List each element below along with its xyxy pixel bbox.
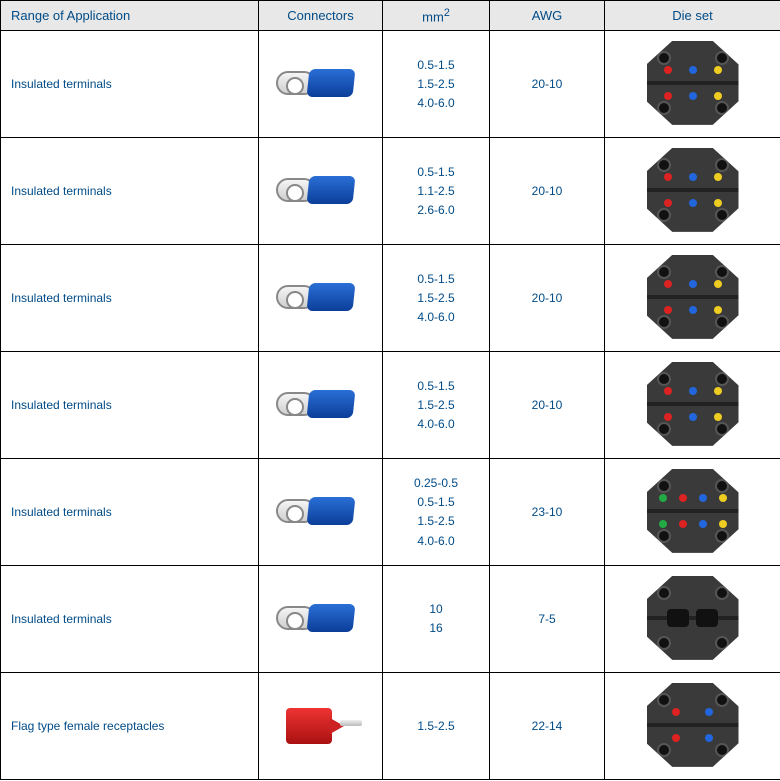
table-row: Flag type female receptacles 1.5-2.5 22-14 bbox=[1, 673, 780, 780]
flag-receptacle-icon bbox=[276, 700, 366, 750]
cell-connector bbox=[259, 352, 383, 459]
cell-mm2: 1.5-2.5 bbox=[383, 673, 490, 780]
cell-dieset bbox=[605, 673, 780, 780]
table-row: Insulated terminals 0.5-1.51.5-2.54.0-6.0… bbox=[1, 352, 780, 459]
ring-terminal-icon bbox=[276, 170, 366, 210]
cell-mm2: 1016 bbox=[383, 566, 490, 673]
table-row: Insulated terminals 0.5-1.51.5-2.54.0-6.0… bbox=[1, 31, 780, 138]
cell-connector bbox=[259, 245, 383, 352]
cell-mm2: 0.5-1.51.5-2.54.0-6.0 bbox=[383, 245, 490, 352]
mm2-value: 0.25-0.5 bbox=[391, 474, 481, 493]
table-row: Insulated terminals10167-5 bbox=[1, 566, 780, 673]
header-dieset: Die set bbox=[605, 1, 780, 31]
mm2-value: 16 bbox=[391, 619, 481, 638]
cell-mm2: 0.5-1.51.1-2.52.6-6.0 bbox=[383, 138, 490, 245]
cell-awg: 20-10 bbox=[490, 352, 605, 459]
cell-dieset bbox=[605, 566, 780, 673]
die-set-icon bbox=[647, 469, 739, 553]
mm2-value: 4.0-6.0 bbox=[391, 94, 481, 113]
cell-range: Insulated terminals bbox=[1, 566, 259, 673]
cell-range: Flag type female receptacles bbox=[1, 673, 259, 780]
cell-dieset bbox=[605, 138, 780, 245]
cell-connector bbox=[259, 31, 383, 138]
cell-range: Insulated terminals bbox=[1, 245, 259, 352]
cell-range: Insulated terminals bbox=[1, 31, 259, 138]
header-awg: AWG bbox=[490, 1, 605, 31]
header-row: Range of Application Connectors mm2 AWG … bbox=[1, 1, 780, 31]
mm2-value: 0.5-1.5 bbox=[391, 377, 481, 396]
ring-terminal-icon bbox=[276, 491, 366, 531]
crimp-die-table: Range of Application Connectors mm2 AWG … bbox=[0, 0, 780, 780]
mm2-value: 0.5-1.5 bbox=[391, 163, 481, 182]
cell-awg: 20-10 bbox=[490, 245, 605, 352]
table-row: Insulated terminals 0.25-0.50.5-1.51.5-2.… bbox=[1, 459, 780, 566]
mm2-value: 0.5-1.5 bbox=[391, 56, 481, 75]
cell-awg: 7-5 bbox=[490, 566, 605, 673]
table-row: Insulated terminals 0.5-1.51.1-2.52.6-6.0… bbox=[1, 138, 780, 245]
mm2-value: 0.5-1.5 bbox=[391, 270, 481, 289]
cell-connector bbox=[259, 138, 383, 245]
ring-terminal-icon bbox=[276, 63, 366, 103]
ring-terminal-icon bbox=[276, 384, 366, 424]
header-mm2-sup: 2 bbox=[444, 7, 450, 19]
cell-mm2: 0.5-1.51.5-2.54.0-6.0 bbox=[383, 352, 490, 459]
cell-connector bbox=[259, 566, 383, 673]
mm2-value: 1.1-2.5 bbox=[391, 182, 481, 201]
mm2-value: 4.0-6.0 bbox=[391, 308, 481, 327]
mm2-value: 0.5-1.5 bbox=[391, 493, 481, 512]
cell-awg: 22-14 bbox=[490, 673, 605, 780]
header-range: Range of Application bbox=[1, 1, 259, 31]
mm2-value: 1.5-2.5 bbox=[391, 75, 481, 94]
cell-dieset bbox=[605, 352, 780, 459]
die-set-icon bbox=[647, 576, 739, 660]
mm2-value: 1.5-2.5 bbox=[391, 289, 481, 308]
table-row: Insulated terminals 0.5-1.51.5-2.54.0-6.0… bbox=[1, 245, 780, 352]
mm2-value: 4.0-6.0 bbox=[391, 415, 481, 434]
header-mm2-text: mm bbox=[422, 9, 444, 24]
cell-range: Insulated terminals bbox=[1, 459, 259, 566]
cell-dieset bbox=[605, 245, 780, 352]
mm2-value: 4.0-6.0 bbox=[391, 532, 481, 551]
cell-range: Insulated terminals bbox=[1, 138, 259, 245]
ring-terminal-icon bbox=[276, 277, 366, 317]
die-set-icon bbox=[647, 148, 739, 232]
die-set-icon bbox=[647, 683, 739, 767]
cell-awg: 20-10 bbox=[490, 138, 605, 245]
cell-connector bbox=[259, 459, 383, 566]
cell-mm2: 0.25-0.50.5-1.51.5-2.54.0-6.0 bbox=[383, 459, 490, 566]
cell-dieset bbox=[605, 459, 780, 566]
die-set-icon bbox=[647, 255, 739, 339]
cell-dieset bbox=[605, 31, 780, 138]
cell-connector bbox=[259, 673, 383, 780]
cell-awg: 20-10 bbox=[490, 31, 605, 138]
die-set-icon bbox=[647, 362, 739, 446]
header-connectors: Connectors bbox=[259, 1, 383, 31]
die-set-icon bbox=[647, 41, 739, 125]
cell-range: Insulated terminals bbox=[1, 352, 259, 459]
mm2-value: 10 bbox=[391, 600, 481, 619]
cell-mm2: 0.5-1.51.5-2.54.0-6.0 bbox=[383, 31, 490, 138]
cell-awg: 23-10 bbox=[490, 459, 605, 566]
ring-terminal-icon bbox=[276, 598, 366, 638]
header-mm2: mm2 bbox=[383, 1, 490, 31]
mm2-value: 1.5-2.5 bbox=[391, 717, 481, 736]
mm2-value: 1.5-2.5 bbox=[391, 512, 481, 531]
mm2-value: 2.6-6.0 bbox=[391, 201, 481, 220]
mm2-value: 1.5-2.5 bbox=[391, 396, 481, 415]
